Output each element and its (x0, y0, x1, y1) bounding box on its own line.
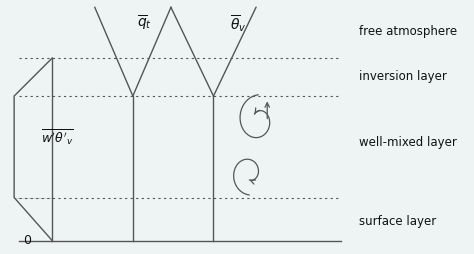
Text: $\overline{q}_{t}$: $\overline{q}_{t}$ (137, 14, 152, 33)
Text: $\overline{w'\theta'_v}$: $\overline{w'\theta'_v}$ (41, 128, 73, 147)
Text: well-mixed layer: well-mixed layer (359, 136, 457, 149)
Text: surface layer: surface layer (359, 214, 436, 227)
Text: inversion layer: inversion layer (359, 70, 447, 83)
Text: free atmosphere: free atmosphere (359, 25, 457, 38)
Text: $\overline{\theta}_{v}$: $\overline{\theta}_{v}$ (230, 13, 246, 34)
Text: 0: 0 (24, 233, 32, 246)
